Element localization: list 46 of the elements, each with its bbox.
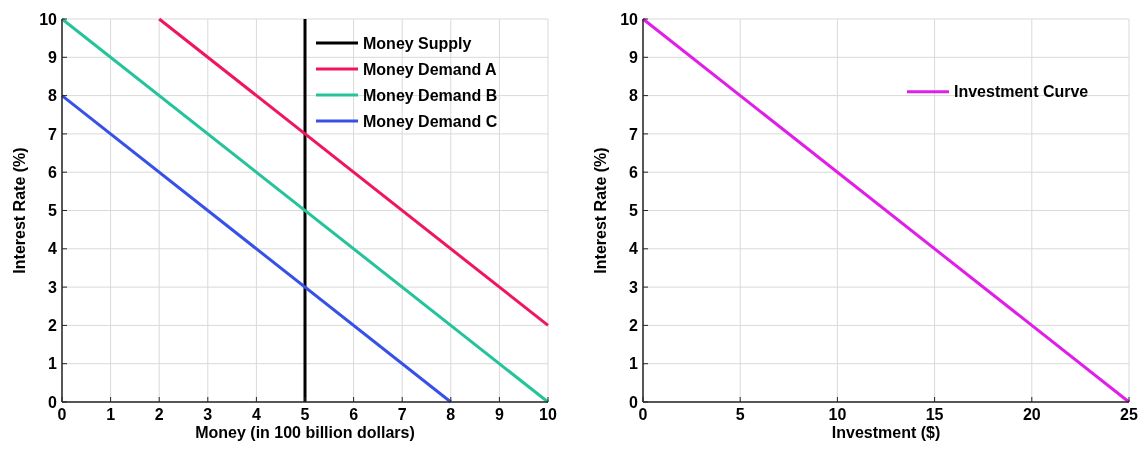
y-tick-label: 9 [48, 48, 58, 66]
y-tick-label: 4 [629, 240, 639, 258]
x-tick-label: 8 [446, 406, 456, 423]
x-tick-label: 6 [349, 406, 359, 423]
x-tick-label: 25 [1120, 406, 1138, 423]
y-tick-label: 8 [48, 87, 58, 105]
y-tick-label: 6 [629, 163, 639, 181]
y-tick-label: 3 [629, 278, 639, 296]
x-tick-label: 10 [828, 406, 847, 423]
y-tick-label: 10 [39, 10, 58, 28]
x-tick-label: 5 [300, 406, 310, 423]
x-tick-label: 15 [925, 406, 944, 423]
y-tick-label: 9 [629, 48, 639, 66]
y-tick-label: 1 [629, 355, 639, 373]
x-tick-label: 10 [539, 406, 557, 423]
x-tick-label: 4 [251, 406, 261, 423]
legend-label: Investment Curve [954, 83, 1089, 101]
x-tick-label: 1 [106, 406, 116, 423]
x-axis-title: Money (in 100 billion dollars) [195, 424, 415, 441]
y-tick-label: 1 [48, 355, 58, 373]
y-tick-label: 7 [629, 125, 639, 143]
y-tick-label: 4 [48, 240, 58, 258]
x-tick-label: 5 [735, 406, 745, 423]
y-tick-label: 5 [629, 202, 639, 220]
legend-label: Money Demand B [363, 86, 498, 104]
x-tick-label: 9 [494, 406, 504, 423]
y-tick-label: 2 [48, 317, 58, 334]
y-tick-label: 0 [629, 393, 639, 411]
x-tick-label: 3 [203, 406, 213, 423]
legend-label: Money Demand A [363, 60, 498, 78]
y-tick-label: 5 [48, 202, 58, 220]
y-tick-label: 2 [629, 317, 639, 334]
y-tick-label: 0 [48, 393, 58, 411]
y-tick-label: 10 [620, 10, 639, 28]
legend-label: Money Supply [363, 34, 472, 52]
x-tick-label: 2 [154, 406, 164, 423]
x-tick-label: 20 [1022, 406, 1041, 423]
x-axis-title: Investment ($) [831, 424, 941, 441]
y-tick-label: 8 [629, 87, 639, 105]
legend-label: Money Demand C [363, 112, 498, 130]
y-tick-label: 7 [48, 125, 58, 143]
y-axis-title: Interest Rate (%) [592, 147, 609, 274]
y-tick-label: 6 [48, 163, 58, 181]
y-axis-title: Interest Rate (%) [11, 147, 28, 274]
x-tick-label: 7 [397, 406, 407, 423]
y-tick-label: 3 [48, 278, 58, 296]
